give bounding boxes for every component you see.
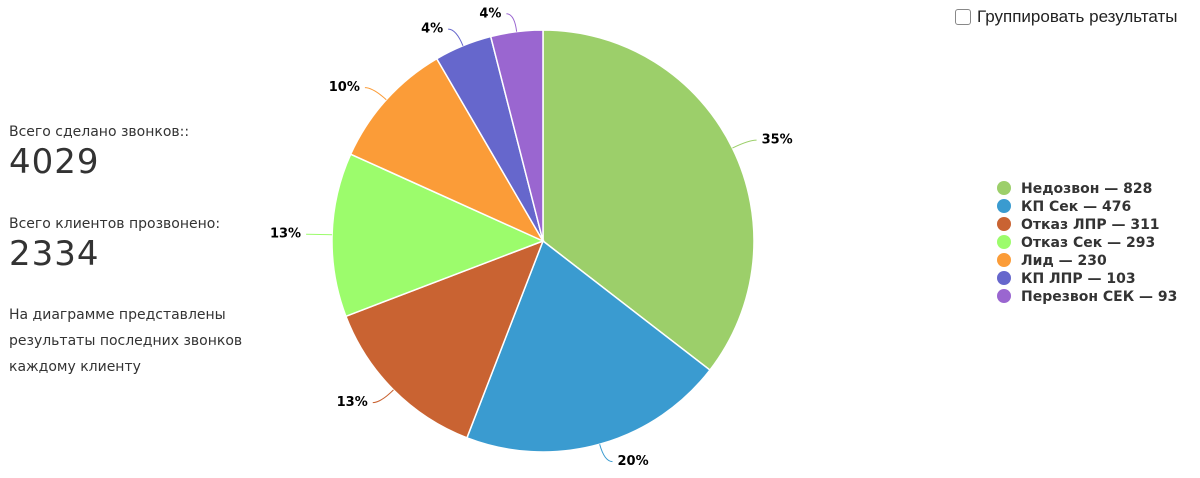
group-checkbox[interactable]: Группировать результаты — [955, 7, 1178, 27]
pie-slice — [331, 153, 545, 318]
calls-count: 4029 — [9, 142, 100, 182]
checkbox-label[interactable]: Группировать результаты — [977, 7, 1178, 26]
legend-marker — [997, 199, 1011, 213]
legend-marker — [997, 181, 1011, 195]
label-connector — [364, 87, 387, 101]
legend-marker — [997, 253, 1011, 267]
clients-label: Всего клиентов прозвонено: — [9, 216, 221, 232]
note: На диаграмме представлены результаты пос… — [9, 302, 289, 380]
pie-slice — [542, 29, 755, 372]
pie-slice — [344, 239, 545, 439]
data-label: 10% — [329, 80, 360, 95]
legend-label: Перезвон СЕК — 93 — [1021, 289, 1177, 305]
label-connector — [506, 13, 518, 32]
legend-label: Лид — 230 — [1021, 253, 1107, 269]
note-line: На диаграмме представлены — [9, 307, 226, 323]
data-label: 20% — [617, 454, 648, 469]
legend-marker — [997, 271, 1011, 285]
data-label: 35% — [762, 133, 793, 148]
legend-label: КП Сек — 476 — [1021, 199, 1131, 215]
legend-label: Отказ ЛПР — 311 — [1021, 217, 1160, 233]
data-label: 13% — [270, 227, 301, 242]
checkbox-box[interactable] — [955, 9, 971, 25]
label-connector — [732, 139, 757, 149]
legend-label: Недозвон — 828 — [1021, 181, 1152, 197]
label-connector — [448, 28, 464, 46]
data-label: 13% — [337, 395, 368, 410]
legend-label: Отказ Сек — 293 — [1021, 235, 1155, 251]
data-label: 4% — [421, 22, 443, 37]
pie-slice — [489, 29, 544, 242]
pie-slice — [349, 57, 545, 243]
label-connector — [372, 389, 394, 404]
legend-label: КП ЛПР — 103 — [1021, 271, 1136, 287]
label-connector — [306, 233, 333, 236]
summary: Всего сделано звонков:: 4029 Всего клиен… — [9, 124, 289, 380]
pie-slice — [465, 239, 711, 453]
label-connector — [599, 444, 613, 463]
data-label: 4% — [479, 6, 501, 21]
legend-marker — [997, 289, 1011, 303]
legend-marker — [997, 235, 1011, 249]
legend-marker — [997, 217, 1011, 231]
note-line: результаты последних звонков — [9, 333, 243, 349]
calls-label: Всего сделано звонков:: — [9, 124, 190, 140]
clients-count: 2334 — [9, 234, 100, 274]
note-line: каждому клиенту — [9, 359, 141, 375]
